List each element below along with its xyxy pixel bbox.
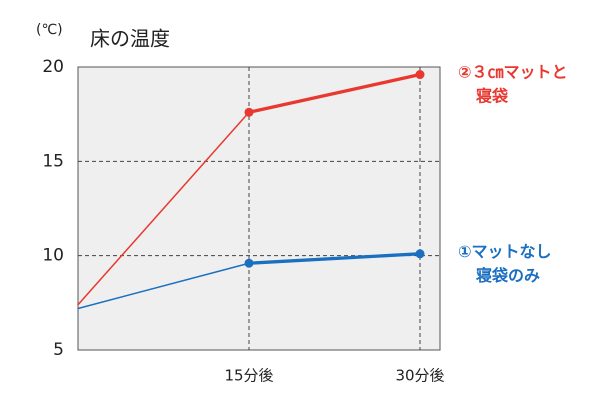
- y-tick-label: 10: [42, 246, 64, 266]
- marker: [244, 107, 254, 117]
- marker: [244, 258, 254, 268]
- plot-area: [77, 66, 441, 351]
- line-segment: [247, 72, 422, 114]
- x-tick-label: 15分後: [224, 367, 273, 385]
- legend-label: ①マットなし寝袋のみ: [458, 241, 552, 284]
- line-segment: [247, 252, 422, 265]
- line-segment: [77, 111, 250, 306]
- legend-label: ②３㎝マットと寝袋: [458, 62, 568, 105]
- y-tick-label: 5: [53, 340, 64, 360]
- y-tick-label: 20: [42, 57, 64, 77]
- y-tick-label: 15: [42, 151, 64, 171]
- line-segment: [77, 262, 250, 310]
- x-tick-label: 30分後: [395, 367, 444, 385]
- marker: [415, 70, 425, 80]
- marker: [415, 249, 425, 259]
- y-axis-label: (℃): [36, 22, 63, 38]
- chart-title: 床の温度: [90, 27, 170, 51]
